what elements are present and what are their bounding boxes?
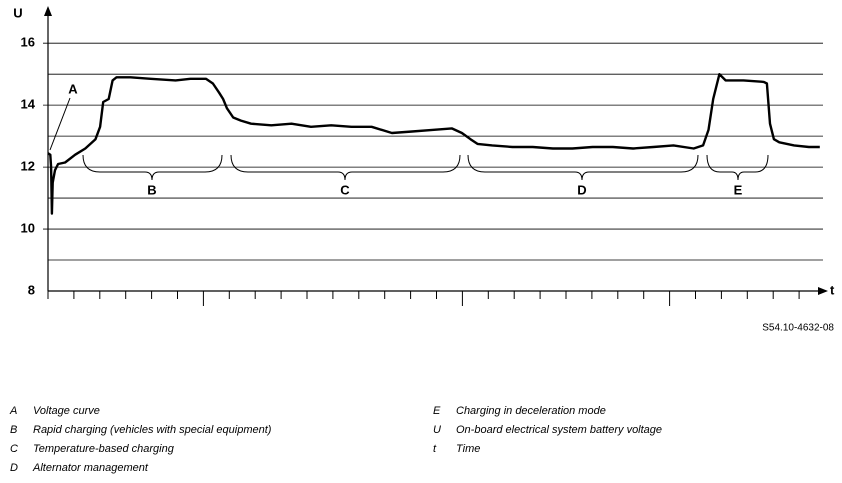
y-axis-label: U (13, 5, 22, 20)
y-tick-label: 12 (21, 159, 35, 174)
legend-text: On-board electrical system battery volta… (456, 424, 662, 436)
x-axis-label: t (830, 282, 835, 297)
voltage-curve (47, 73, 820, 215)
annotation: E (734, 182, 743, 197)
legend-text: Voltage curve (33, 405, 100, 417)
annotation: A (68, 81, 78, 96)
legend-key: A (9, 405, 17, 417)
x-axis-arrow (818, 287, 828, 295)
legend-key: C (10, 443, 18, 455)
legend-text: Temperature-based charging (33, 443, 175, 455)
y-tick-label: 10 (21, 220, 35, 235)
brace-d (467, 154, 699, 181)
brace-c (230, 154, 461, 181)
annotation: C (340, 182, 350, 197)
brace-b (82, 154, 223, 181)
y-axis-arrow (44, 6, 52, 16)
annotation: D (577, 182, 586, 197)
legend-key: U (433, 424, 441, 436)
legend-key: E (433, 405, 441, 417)
legend-text: Time (456, 443, 480, 455)
legend-text: Charging in deceleration mode (456, 405, 606, 417)
annotation: B (147, 182, 156, 197)
y-tick-label: 16 (21, 35, 35, 50)
annotation-leader (49, 97, 71, 151)
legend-key: B (10, 424, 17, 436)
legend-text: Alternator management (32, 462, 149, 474)
figure-id: S54.10-4632-08 (762, 323, 834, 334)
legend-key: D (10, 462, 18, 474)
y-tick-label: 14 (21, 97, 36, 112)
legend-text: Rapid charging (vehicles with special eq… (33, 424, 272, 436)
legend-key: t (433, 443, 437, 455)
braces (49, 97, 769, 181)
brace-e (706, 154, 769, 181)
y-tick-label: 8 (28, 282, 35, 297)
